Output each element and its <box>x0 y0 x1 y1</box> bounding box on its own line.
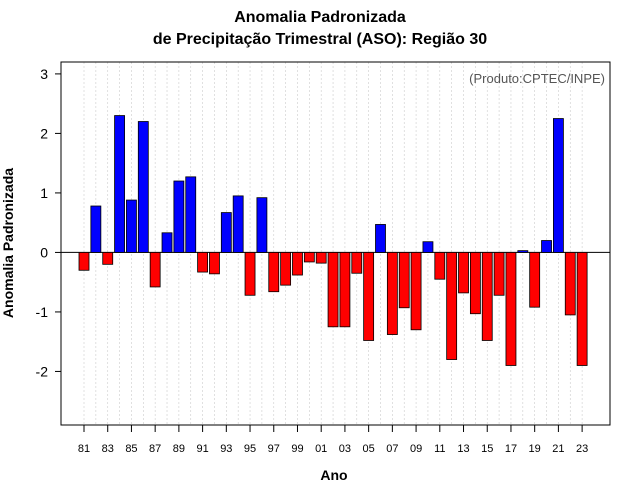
chart-title-line2: de Precipitação Trimestral (ASO): Região… <box>152 31 488 48</box>
bar <box>493 252 505 296</box>
bar <box>90 205 102 253</box>
x-tick-label: 15 <box>481 443 493 455</box>
bar <box>327 252 339 328</box>
bar <box>197 252 209 273</box>
bar <box>422 241 434 253</box>
bar <box>363 252 375 341</box>
x-tick-label: 87 <box>149 443 161 455</box>
x-tick-label: 89 <box>173 443 185 455</box>
x-tick-label: 09 <box>410 443 422 455</box>
bar <box>244 252 256 296</box>
x-tick-label: 03 <box>339 443 351 455</box>
bar <box>553 118 564 253</box>
x-tick-label: 85 <box>125 443 137 455</box>
bar <box>339 252 351 328</box>
x-tick-label: 19 <box>529 443 541 455</box>
x-tick-label: 01 <box>315 443 327 455</box>
x-tick-label: 23 <box>576 443 588 455</box>
bar <box>351 252 363 274</box>
bar <box>209 252 220 275</box>
x-tick-label: 81 <box>78 443 90 455</box>
bar <box>292 252 303 276</box>
bar <box>185 176 197 253</box>
x-axis-label: Ano <box>320 467 348 483</box>
bar <box>386 252 398 335</box>
chart-title-line1: Anomalia Padronizada <box>234 9 406 26</box>
source-annotation: (Produto:CPTEC/INPE) <box>469 71 605 86</box>
x-tick-label: 95 <box>244 443 256 455</box>
plot-frame <box>60 61 611 426</box>
bar <box>149 252 161 288</box>
bar <box>576 252 588 366</box>
bar <box>280 252 292 286</box>
bar <box>410 252 422 331</box>
x-tick-label: 97 <box>268 443 280 455</box>
bars <box>78 115 588 366</box>
x-tick-label: 99 <box>291 443 303 455</box>
bar <box>469 252 481 315</box>
gridlines <box>83 62 583 425</box>
x-tick-label: 83 <box>102 443 114 455</box>
bar <box>517 250 529 253</box>
y-tick-label: 3 <box>40 66 48 82</box>
y-tick-label: 0 <box>40 244 48 260</box>
bar <box>505 252 517 366</box>
x-tick-label: 17 <box>505 443 517 455</box>
bar <box>232 195 244 253</box>
bar <box>303 252 315 263</box>
x-tick-label: 93 <box>220 443 232 455</box>
bar <box>446 252 458 360</box>
x-tick-label: 13 <box>457 443 469 455</box>
bar <box>564 252 576 316</box>
bar <box>529 252 541 308</box>
bar <box>541 240 552 253</box>
bar <box>458 252 469 294</box>
bar <box>481 252 493 341</box>
x-tick-label: 07 <box>386 443 398 455</box>
bar <box>434 252 446 280</box>
y-tick-label: 1 <box>40 185 48 201</box>
x-tick-label: 05 <box>363 443 375 455</box>
y-axis-label: Anomalia Padronizada <box>0 167 16 319</box>
bar <box>126 199 137 253</box>
bar <box>398 252 410 309</box>
x-axis: 81 83 85 87 89 91 93 95 97 99 01 03 05 07 09 11 13 15 17 19… <box>78 425 588 455</box>
bar <box>137 121 149 253</box>
y-tick-label: -2 <box>36 363 49 379</box>
bar <box>114 115 125 253</box>
bar <box>268 252 280 293</box>
x-tick-label: 91 <box>196 443 208 455</box>
y-tick-label: 2 <box>40 125 48 141</box>
bar <box>220 212 232 253</box>
bar <box>102 252 114 265</box>
bar <box>78 252 90 271</box>
y-tick-label: -1 <box>36 304 49 320</box>
bar <box>375 224 386 253</box>
bar <box>173 180 185 253</box>
bar <box>161 232 173 253</box>
x-tick-label: 21 <box>552 443 564 455</box>
bar <box>315 252 327 264</box>
y-axis: -2 -1 0 1 2 3 <box>36 66 61 379</box>
x-tick-label: 11 <box>434 443 445 455</box>
bar <box>256 197 268 253</box>
